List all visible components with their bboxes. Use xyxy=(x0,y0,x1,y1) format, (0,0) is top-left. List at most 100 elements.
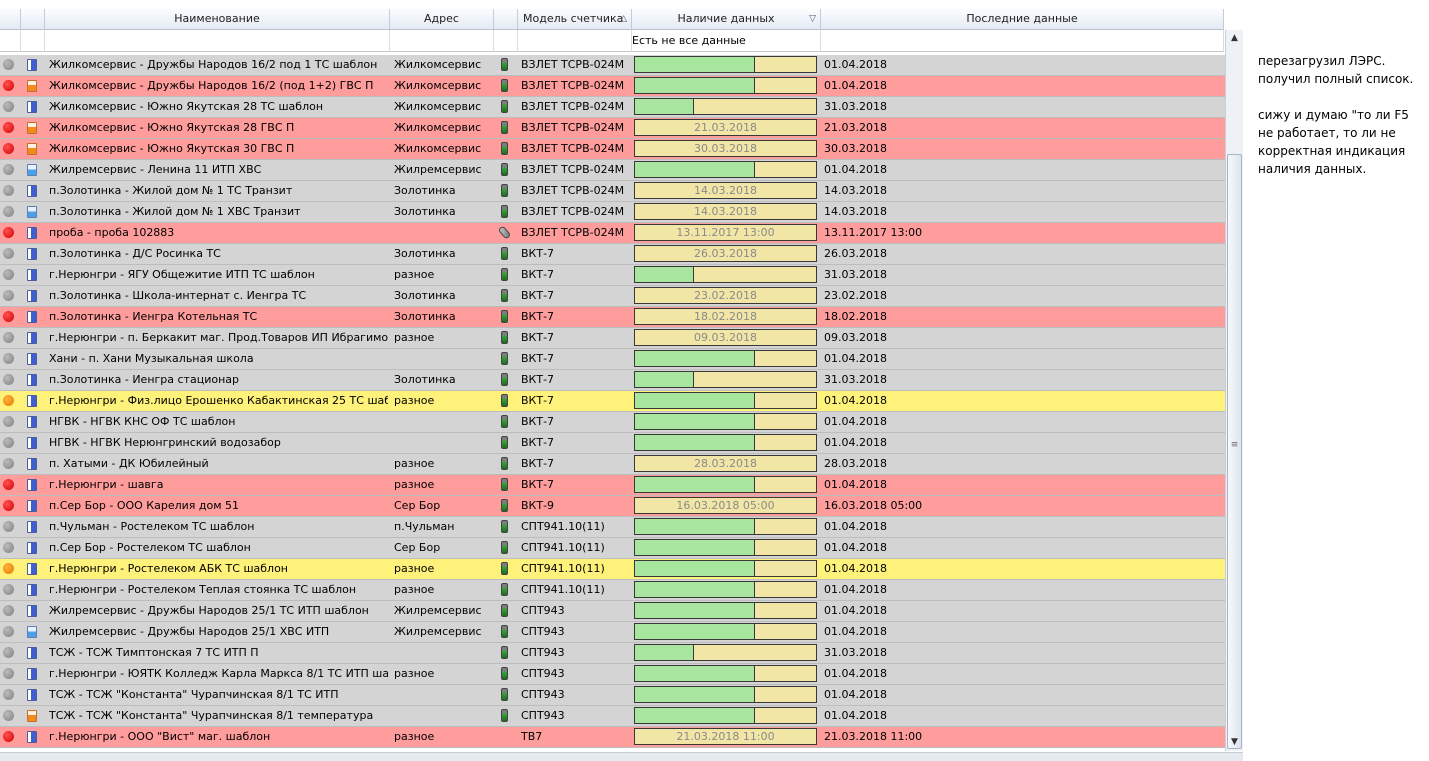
table-row[interactable]: п.Золотинка - Иенгра стационар Золотинка В… xyxy=(0,370,1225,391)
filter-cell-type[interactable] xyxy=(21,30,45,52)
water-glass-icon xyxy=(27,143,37,155)
thermometer-icon xyxy=(27,227,37,239)
thermometer-icon xyxy=(27,542,37,554)
table-row[interactable]: г.Нерюнгри - п. Беркакит маг. Прод.Товар… xyxy=(0,328,1225,349)
data-availability-bar xyxy=(634,644,817,661)
object-name: Жилремсервис - Ленина 11 ИТП ХВС xyxy=(49,163,262,176)
scroll-thumb[interactable]: ≡ xyxy=(1227,154,1242,749)
meter-device-icon xyxy=(501,583,508,596)
filter-icon[interactable]: ▽ xyxy=(809,14,816,24)
filter-cell-name[interactable] xyxy=(45,30,390,52)
data-availability-date: 14.03.2018 xyxy=(694,205,757,218)
object-address: Жилкомсервис xyxy=(394,100,482,113)
table-row[interactable]: п.Золотинка - Д/С Росинка ТС Золотинка ВКТ… xyxy=(0,244,1225,265)
data-availability-date: 21.03.2018 11:00 xyxy=(676,730,775,743)
table-row[interactable]: НГВК - НГВК КНС ОФ ТС шаблон ВКТ-7 01.04.2… xyxy=(0,412,1225,433)
table-row[interactable]: п.Сер Бор - Ростелеком ТС шаблон Сер Бор С… xyxy=(0,538,1225,559)
filter-cell-model[interactable] xyxy=(518,30,632,52)
scroll-up-button[interactable]: ▲ xyxy=(1231,33,1238,43)
table-row[interactable]: п.Золотинка - Иенгра Котельная ТС Золотин… xyxy=(0,307,1225,328)
data-availability-fill xyxy=(635,666,756,681)
filter-cell-meter[interactable] xyxy=(494,30,518,52)
table-row[interactable]: Жилкомсервис - Дружбы Народов 16/2 под 1… xyxy=(0,55,1225,76)
col-header-status[interactable] xyxy=(0,9,21,30)
data-availability-bar xyxy=(634,77,817,94)
scroll-down-button[interactable]: ▼ xyxy=(1231,737,1238,747)
object-name: п.Чульман - Ростелеком ТС шаблон xyxy=(49,520,255,533)
table-row[interactable]: п.Золотинка - Жилой дом № 1 ХВС Транзит З… xyxy=(0,202,1225,223)
col-header-name[interactable]: Наименование xyxy=(45,9,390,30)
thermometer-icon xyxy=(27,605,37,617)
table-row[interactable]: НГВК - НГВК Нерюнгринский водозабор ВКТ-7… xyxy=(0,433,1225,454)
table-row[interactable]: г.Нерюнгри - ЯГУ Общежитие ИТП ТС шаблон… xyxy=(0,265,1225,286)
status-grey-icon xyxy=(3,710,14,721)
object-name: Жилремсервис - Дружбы Народов 25/1 ХВС И… xyxy=(49,625,330,638)
data-availability-bar xyxy=(634,560,817,577)
filter-cell-status[interactable] xyxy=(0,30,21,52)
table-row[interactable]: п.Сер Бор - ООО Карелия дом 51 Сер Бор ВКТ… xyxy=(0,496,1225,517)
table-row[interactable]: Жилремсервис - Дружбы Народов 25/1 ХВС И… xyxy=(0,622,1225,643)
table-row[interactable]: г.Нерюнгри - ООО "Вист" маг. шаблон разно… xyxy=(0,727,1225,748)
col-header-model[interactable]: Модель счетчика △ xyxy=(518,9,632,30)
status-grey-icon xyxy=(3,689,14,700)
table-row[interactable]: Жилкомсервис - Южно Якутская 28 ГВС П Жил… xyxy=(0,118,1225,139)
meter-model: ВКТ-7 xyxy=(521,457,555,470)
data-availability-fill xyxy=(635,561,756,576)
table-row[interactable]: п.Золотинка - Школа-интернат с. Иенгра Т… xyxy=(0,286,1225,307)
meter-model: СПТ943 xyxy=(521,688,565,701)
object-name: Жилремсервис - Дружбы Народов 25/1 ТС ИТ… xyxy=(49,604,369,617)
table-row[interactable]: Жилкомсервис - Южно Якутская 28 ТС шабло… xyxy=(0,97,1225,118)
object-name: Жилкомсервис - Южно Якутская 28 ГВС П xyxy=(49,121,295,134)
table-row[interactable]: ТСЖ - ТСЖ "Константа" Чурапчинская 8/1 Т… xyxy=(0,685,1225,706)
object-address: разное xyxy=(394,331,435,344)
last-data-date: 31.03.2018 xyxy=(824,646,887,659)
data-availability-date: 16.03.2018 05:00 xyxy=(676,499,775,512)
meter-model: СПТ943 xyxy=(521,667,565,680)
meter-device-icon xyxy=(501,310,508,323)
table-row[interactable]: Жилремсервис - Ленина 11 ИТП ХВС Жилремсе… xyxy=(0,160,1225,181)
table-row[interactable]: ТСЖ - ТСЖ "Константа" Чурапчинская 8/1 т… xyxy=(0,706,1225,727)
table-row[interactable]: г.Нерюнгри - Ростелеком АБК ТС шаблон раз… xyxy=(0,559,1225,580)
thermometer-icon xyxy=(27,521,37,533)
object-address xyxy=(394,433,492,453)
last-data-date: 01.04.2018 xyxy=(824,625,887,638)
col-header-type[interactable] xyxy=(21,9,45,30)
object-address: Золотинка xyxy=(394,289,456,302)
status-grey-icon xyxy=(3,605,14,616)
table-row[interactable]: Жилкомсервис - Южно Якутская 30 ГВС П Жил… xyxy=(0,139,1225,160)
table-row[interactable]: Жилкомсервис - Дружбы Народов 16/2 (под … xyxy=(0,76,1225,97)
col-header-address[interactable]: Адрес xyxy=(390,9,494,30)
filter-cell-address[interactable] xyxy=(390,30,494,52)
object-address: Сер Бор xyxy=(394,499,441,512)
col-header-data[interactable]: Наличие данных ▽ xyxy=(632,9,821,30)
table-row[interactable]: Хани - п. Хани Музыкальная школа ВКТ-7 01.… xyxy=(0,349,1225,370)
table-row[interactable]: г.Нерюнгри - ЮЯТК Колледж Карла Маркса 8… xyxy=(0,664,1225,685)
vertical-scrollbar[interactable]: ▲ ≡ ▼ xyxy=(1225,30,1243,751)
table-row[interactable]: г.Нерюнгри - Физ.лицо Ерошенко Кабактинс… xyxy=(0,391,1225,412)
object-name: г.Нерюнгри - ЮЯТК Колледж Карла Маркса 8… xyxy=(49,667,388,680)
object-name: п.Золотинка - Жилой дом № 1 ХВС Транзит xyxy=(49,205,301,218)
thermometer-icon xyxy=(27,353,37,365)
filter-cell-data[interactable]: Есть не все данные xyxy=(632,30,821,52)
filter-cell-last[interactable] xyxy=(821,30,1224,52)
thermometer-icon xyxy=(27,395,37,407)
object-name: Жилкомсервис - Южно Якутская 28 ТС шабло… xyxy=(49,100,324,113)
table-row[interactable]: Жилремсервис - Дружбы Народов 25/1 ТС ИТ… xyxy=(0,601,1225,622)
col-header-last[interactable]: Последние данные xyxy=(821,9,1224,30)
table-row[interactable]: г.Нерюнгри - шавга разное ВКТ-7 01.04.2018 xyxy=(0,475,1225,496)
table-row[interactable]: п.Золотинка - Жилой дом № 1 ТС Транзит Зо… xyxy=(0,181,1225,202)
horizontal-scrollbar[interactable] xyxy=(0,752,1243,761)
table-row[interactable]: ТСЖ - ТСЖ Тимптонская 7 ТС ИТП П СПТ943 31… xyxy=(0,643,1225,664)
data-availability-bar xyxy=(634,350,817,367)
data-availability-fill xyxy=(635,372,694,387)
status-grey-icon xyxy=(3,353,14,364)
status-grey-icon xyxy=(3,626,14,637)
table-row[interactable]: п. Хатыми - ДК Юбилейный разное ВКТ-7 28.03… xyxy=(0,454,1225,475)
data-availability-date: 14.03.2018 xyxy=(694,184,757,197)
table-row[interactable]: п.Чульман - Ростелеком ТС шаблон п.Чульма… xyxy=(0,517,1225,538)
object-address: разное xyxy=(394,583,435,596)
status-grey-icon xyxy=(3,248,14,259)
table-row[interactable]: г.Нерюнгри - Ростелеком Теплая стоянка Т… xyxy=(0,580,1225,601)
table-row[interactable]: проба - проба 102883 ВЗЛЕТ ТСРВ-024М 13.11… xyxy=(0,223,1225,244)
col-header-meter-icon[interactable] xyxy=(494,9,518,30)
